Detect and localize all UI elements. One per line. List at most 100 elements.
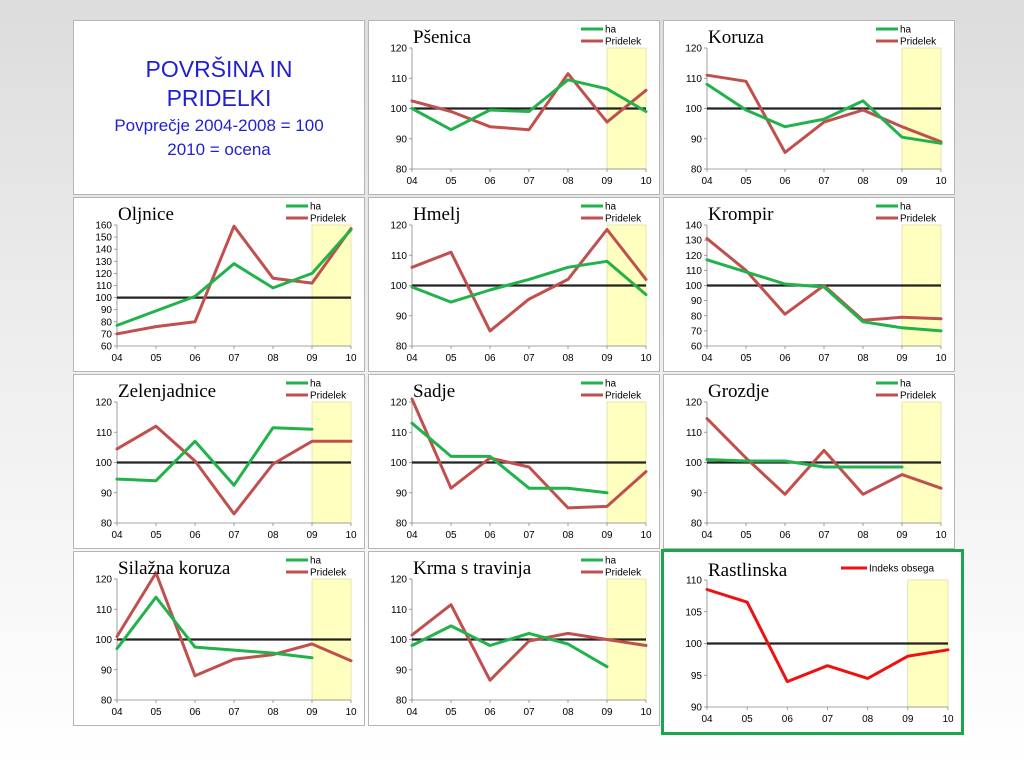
x-tick-label: 10 — [345, 707, 357, 718]
page-subtitle-estimate: 2010 = ocena — [167, 140, 271, 159]
x-tick-label: 07 — [523, 353, 535, 364]
chart-title: Krma s travinja — [413, 558, 532, 579]
x-tick-label: 07 — [523, 707, 535, 718]
chart-panel-krompir: 60 70 80 90 100 110 120 130 140 04 05 06 07 08 09 10 Kro… — [663, 197, 955, 372]
x-tick-label: 05 — [740, 353, 752, 364]
x-tick-label: 10 — [640, 353, 652, 364]
x-tick-label: 06 — [484, 353, 496, 364]
chart-panel-krma-s-travinja: 80 90 100 110 120 04 05 06 07 08 09 10 Krma s travin… — [368, 551, 660, 726]
y-tick-label: 80 — [691, 311, 703, 322]
chart-title: Grozdje — [708, 381, 769, 402]
y-tick-label: 130 — [95, 257, 112, 268]
x-tick-label: 09 — [306, 530, 318, 541]
y-tick-label: 110 — [686, 428, 702, 439]
x-tick-label: 08 — [857, 176, 869, 187]
y-tick-label: 100 — [390, 635, 407, 646]
x-tick-label: 07 — [822, 714, 834, 725]
x-tick-label: 09 — [306, 353, 318, 364]
y-tick-label: 160 — [95, 221, 112, 232]
y-tick-label: 100 — [95, 635, 112, 646]
legend-label-ha: ha — [605, 202, 617, 213]
legend-label-pridelek: Pridelek — [900, 391, 937, 402]
series-line-ha — [705, 82, 943, 145]
y-tick-label: 120 — [390, 398, 407, 409]
x-tick-label: 10 — [935, 530, 947, 541]
x-tick-label: 09 — [601, 353, 613, 364]
legend-label-pridelek: Pridelek — [605, 568, 642, 579]
y-tick-label: 80 — [396, 165, 408, 176]
chart-panel-silazna-koruza: 80 90 100 110 120 04 05 06 07 08 09 10 Silažna koruz… — [73, 551, 365, 726]
y-tick-label: 120 — [390, 575, 407, 586]
y-tick-label: 90 — [396, 488, 408, 499]
x-tick-label: 06 — [484, 707, 496, 718]
y-tick-label: 90 — [396, 134, 408, 145]
x-tick-label: 08 — [267, 530, 279, 541]
y-tick-label: 90 — [691, 488, 703, 499]
legend-label-ha: ha — [605, 379, 617, 390]
x-tick-label: 05 — [445, 176, 457, 187]
x-tick-label: 08 — [562, 530, 574, 541]
chart-title: Oljnice — [118, 204, 174, 225]
legend-label-pridelek: Pridelek — [900, 37, 937, 48]
legend-label-pridelek: Pridelek — [605, 214, 642, 225]
page-title: POVRŠINA IN PRIDELKI — [145, 56, 293, 111]
series-line-pridelek — [115, 571, 353, 678]
y-tick-label: 120 — [390, 44, 407, 55]
chart-panel-hmelj: 80 90 100 110 120 04 05 06 07 08 09 10 Hmelj ha Pridel… — [368, 197, 660, 372]
x-tick-label: 07 — [228, 707, 240, 718]
y-tick-label: 140 — [95, 245, 112, 256]
y-tick-label: 90 — [691, 296, 703, 307]
y-tick-label: 120 — [95, 398, 112, 409]
legend-label-ha: ha — [900, 202, 912, 213]
x-tick-label: 05 — [150, 707, 162, 718]
y-tick-label: 110 — [96, 428, 112, 439]
x-tick-label: 07 — [523, 530, 535, 541]
x-tick-label: 09 — [306, 707, 318, 718]
x-tick-label: 05 — [150, 353, 162, 364]
legend-label-ha: ha — [310, 202, 322, 213]
x-tick-label: 04 — [701, 530, 713, 541]
y-tick-label: 80 — [396, 696, 408, 707]
y-tick-label: 90 — [396, 665, 408, 676]
chart-title: Krompir — [708, 204, 774, 225]
x-tick-label: 10 — [345, 530, 357, 541]
y-tick-label: 110 — [686, 576, 702, 587]
y-tick-label: 100 — [685, 639, 702, 650]
x-tick-label: 05 — [150, 530, 162, 541]
y-tick-label: 105 — [685, 607, 702, 618]
x-tick-label: 07 — [818, 530, 830, 541]
y-tick-label: 110 — [391, 74, 407, 85]
y-tick-label: 80 — [101, 519, 113, 530]
y-tick-label: 120 — [95, 575, 112, 586]
y-tick-label: 100 — [390, 281, 407, 292]
series-line-ha — [705, 258, 943, 333]
y-tick-label: 120 — [390, 221, 407, 232]
x-tick-label: 05 — [445, 353, 457, 364]
x-tick-label: 07 — [228, 353, 240, 364]
x-tick-label: 04 — [701, 714, 713, 725]
chart-sadje: 80 90 100 110 120 04 05 06 07 08 09 10 Sadje haPridel… — [390, 379, 652, 542]
y-tick-label: 90 — [101, 488, 113, 499]
y-tick-label: 100 — [390, 458, 407, 469]
x-tick-label: 04 — [406, 176, 418, 187]
x-tick-label: 05 — [740, 530, 752, 541]
x-tick-label: 04 — [111, 707, 123, 718]
x-tick-label: 06 — [484, 176, 496, 187]
series-line-pridelek — [410, 397, 648, 510]
x-tick-label: 06 — [484, 530, 496, 541]
x-tick-label: 09 — [601, 530, 613, 541]
x-tick-label: 06 — [782, 714, 794, 725]
x-tick-label: 08 — [862, 714, 874, 725]
estimate-band — [311, 224, 352, 347]
series-line-ha — [705, 458, 904, 469]
series-line-ha — [410, 259, 648, 304]
chart-rastlinska: 90 95 100 105 110 04 05 06 07 08 09 10 Rastlinska Ind… — [685, 560, 954, 725]
y-tick-label: 140 — [685, 221, 702, 232]
series-line-pridelek — [410, 603, 648, 682]
legend-label-pridelek: Pridelek — [310, 568, 347, 579]
y-tick-label: 120 — [685, 398, 702, 409]
y-tick-label: 70 — [101, 329, 113, 340]
y-tick-label: 80 — [396, 519, 408, 530]
legend-label-pridelek: Pridelek — [900, 214, 937, 225]
series-line-ha — [410, 421, 609, 495]
